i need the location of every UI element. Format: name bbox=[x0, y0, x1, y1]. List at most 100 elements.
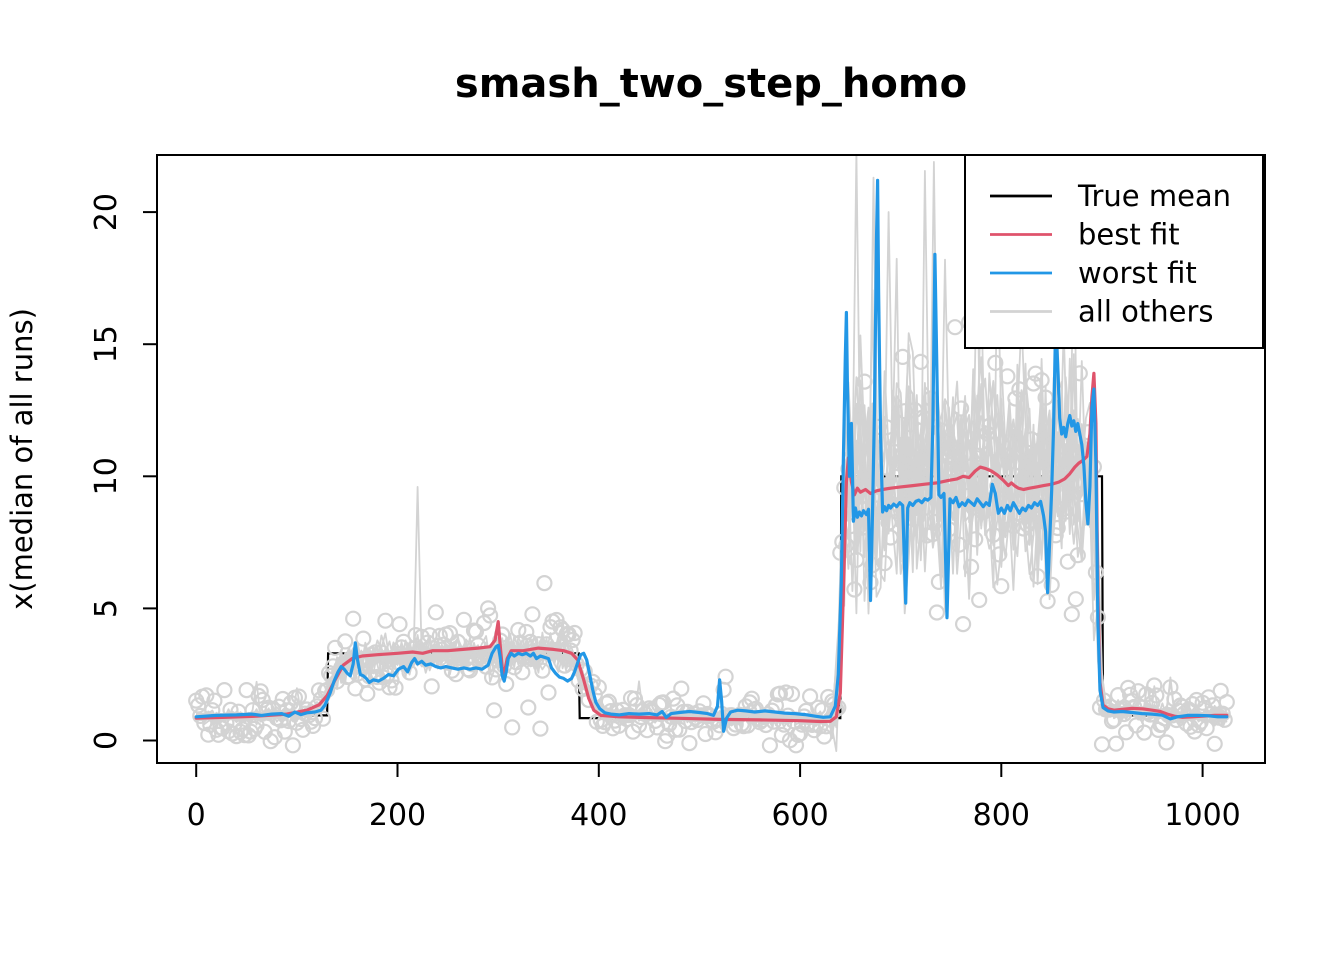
data-point bbox=[381, 679, 398, 696]
data-point bbox=[294, 721, 311, 738]
data-point bbox=[989, 477, 1006, 495]
x-axis-tick-label: 800 bbox=[973, 798, 1030, 833]
data-point bbox=[290, 688, 307, 705]
data-point bbox=[1093, 736, 1111, 753]
data-point bbox=[345, 610, 362, 627]
data-point bbox=[355, 630, 372, 647]
data-point bbox=[387, 679, 404, 696]
data-point bbox=[928, 604, 946, 621]
data-point bbox=[987, 354, 1004, 371]
data-point bbox=[673, 680, 690, 697]
data-point bbox=[1029, 568, 1046, 585]
data-point bbox=[1216, 711, 1233, 728]
data-point bbox=[783, 685, 801, 703]
data-point bbox=[429, 637, 446, 654]
data-point bbox=[1053, 458, 1070, 475]
data-point bbox=[469, 637, 487, 654]
data-point bbox=[1017, 491, 1034, 508]
data-point bbox=[846, 581, 863, 598]
data-point bbox=[532, 720, 549, 737]
data-point bbox=[924, 525, 942, 543]
y-axis-tick-label: 20 bbox=[89, 193, 124, 231]
data-point bbox=[1059, 553, 1076, 570]
data-point bbox=[284, 737, 301, 754]
legend-label-worst-fit: worst fit bbox=[1078, 256, 1197, 290]
data-point bbox=[777, 684, 795, 701]
data-point bbox=[524, 606, 541, 623]
data-point bbox=[761, 737, 779, 754]
data-point bbox=[310, 682, 328, 699]
best-fit-line bbox=[194, 371, 1229, 724]
data-point bbox=[504, 719, 521, 736]
data-point bbox=[556, 657, 573, 674]
y-axis-label: x(median of all runs) bbox=[5, 308, 39, 610]
data-point bbox=[902, 416, 919, 433]
data-point bbox=[1176, 705, 1193, 722]
data-point bbox=[367, 644, 384, 661]
plot-area bbox=[188, 155, 1235, 754]
x-axis-tick-label: 400 bbox=[570, 798, 627, 833]
data-point bbox=[337, 633, 354, 650]
data-point bbox=[1057, 503, 1074, 520]
chart-title: smash_two_step_homo bbox=[455, 61, 967, 107]
data-point bbox=[743, 690, 760, 707]
data-point bbox=[946, 319, 964, 336]
data-point bbox=[520, 699, 537, 716]
data-point bbox=[967, 531, 984, 548]
data-point bbox=[1033, 372, 1050, 389]
data-point bbox=[1045, 480, 1062, 497]
data-point bbox=[534, 662, 551, 679]
data-point bbox=[1085, 458, 1103, 475]
data-point bbox=[856, 373, 873, 390]
data-point bbox=[564, 631, 581, 649]
x-axis-tick-label: 1000 bbox=[1164, 798, 1240, 833]
data-point bbox=[1039, 592, 1056, 610]
data-point bbox=[1007, 390, 1024, 407]
data-point bbox=[1218, 693, 1235, 711]
data-point bbox=[912, 353, 929, 370]
data-point bbox=[262, 733, 279, 750]
data-point bbox=[377, 612, 394, 629]
data-point bbox=[1200, 689, 1217, 706]
data-point bbox=[1190, 716, 1207, 734]
legend-label-true-mean: True mean bbox=[1077, 179, 1231, 213]
data-point bbox=[276, 723, 293, 740]
data-point bbox=[216, 681, 233, 699]
data-point bbox=[600, 693, 618, 710]
data-point bbox=[480, 600, 497, 617]
data-point bbox=[971, 591, 988, 609]
data-point bbox=[198, 687, 215, 704]
data-point bbox=[1061, 435, 1078, 452]
data-point bbox=[391, 616, 408, 633]
data-point bbox=[190, 697, 207, 714]
data-point bbox=[1001, 453, 1018, 470]
data-point bbox=[484, 669, 501, 686]
data-point bbox=[540, 684, 557, 701]
data-point bbox=[952, 400, 970, 417]
data-point bbox=[427, 604, 444, 621]
data-point bbox=[904, 462, 921, 479]
data-point bbox=[870, 418, 887, 435]
data-point bbox=[1023, 431, 1040, 448]
data-point bbox=[991, 546, 1008, 563]
data-point bbox=[965, 499, 982, 516]
data-point bbox=[950, 536, 968, 553]
data-point bbox=[443, 662, 460, 679]
data-point bbox=[421, 627, 438, 644]
data-point bbox=[1107, 735, 1125, 752]
data-point bbox=[1071, 365, 1088, 382]
data-point bbox=[717, 668, 734, 685]
data-point bbox=[530, 636, 547, 653]
data-point bbox=[486, 702, 503, 719]
data-point bbox=[1130, 683, 1147, 700]
y-axis-tick-label: 5 bbox=[89, 599, 124, 618]
data-point bbox=[1037, 389, 1054, 406]
data-point bbox=[1021, 512, 1038, 530]
data-point bbox=[1013, 455, 1030, 472]
data-point bbox=[1041, 451, 1058, 468]
y-axis-tick-label: 10 bbox=[89, 457, 124, 495]
data-point bbox=[681, 734, 698, 752]
data-point bbox=[920, 457, 938, 474]
legend-box bbox=[964, 154, 1264, 349]
